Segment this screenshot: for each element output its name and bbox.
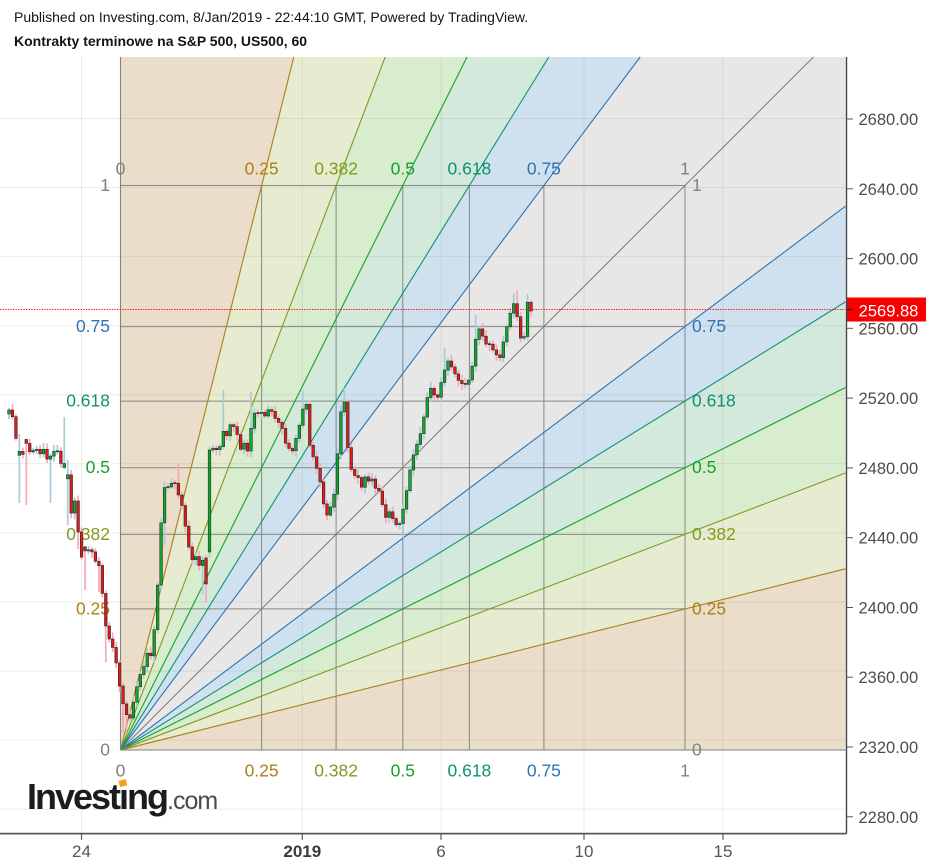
svg-text:1: 1 — [692, 175, 702, 195]
svg-text:0.75: 0.75 — [527, 159, 561, 179]
svg-text:Published on Investing.com, 8/: Published on Investing.com, 8/Jan/2019 -… — [14, 9, 528, 25]
svg-text:2600.00: 2600.00 — [859, 251, 919, 269]
svg-text:Kontrakty terminowe na S&P 500: Kontrakty terminowe na S&P 500, US500, 6… — [14, 33, 307, 49]
svg-text:0: 0 — [116, 159, 126, 179]
svg-text:0.382: 0.382 — [66, 524, 110, 544]
svg-text:2640.00: 2640.00 — [859, 181, 919, 199]
svg-text:1: 1 — [100, 175, 110, 195]
svg-text:2320.00: 2320.00 — [859, 739, 919, 757]
svg-text:0.618: 0.618 — [448, 761, 492, 781]
svg-text:0.618: 0.618 — [66, 391, 110, 411]
svg-text:6: 6 — [436, 842, 445, 861]
svg-text:0.5: 0.5 — [86, 457, 110, 477]
svg-text:0.25: 0.25 — [245, 159, 279, 179]
svg-text:2569.88: 2569.88 — [859, 303, 919, 321]
svg-text:0: 0 — [116, 761, 126, 781]
svg-text:2440.00: 2440.00 — [859, 530, 919, 548]
svg-text:0.25: 0.25 — [245, 761, 279, 781]
svg-text:15: 15 — [714, 842, 733, 861]
svg-text:0.5: 0.5 — [391, 761, 415, 781]
svg-text:0: 0 — [692, 740, 702, 760]
svg-text:0.75: 0.75 — [692, 316, 726, 336]
svg-text:0.5: 0.5 — [391, 159, 415, 179]
svg-text:0.618: 0.618 — [448, 159, 492, 179]
svg-text:2560.00: 2560.00 — [859, 320, 919, 338]
svg-text:0: 0 — [100, 740, 110, 760]
svg-text:0.618: 0.618 — [692, 391, 736, 411]
svg-text:.com: .com — [167, 787, 217, 815]
svg-text:Investıng: Investıng — [27, 776, 167, 817]
svg-text:0.382: 0.382 — [692, 524, 736, 544]
svg-text:0.75: 0.75 — [527, 761, 561, 781]
svg-text:1: 1 — [680, 159, 690, 179]
svg-text:2680.00: 2680.00 — [859, 111, 919, 129]
svg-text:2360.00: 2360.00 — [859, 669, 919, 687]
svg-text:0.382: 0.382 — [314, 159, 358, 179]
svg-text:10: 10 — [575, 842, 594, 861]
svg-text:0.5: 0.5 — [692, 457, 716, 477]
svg-text:0.75: 0.75 — [76, 316, 110, 336]
svg-text:24: 24 — [72, 842, 91, 861]
svg-text:0.382: 0.382 — [314, 761, 358, 781]
svg-text:0.25: 0.25 — [692, 598, 726, 618]
svg-text:0.25: 0.25 — [76, 598, 110, 618]
svg-text:1: 1 — [680, 761, 690, 781]
svg-text:2480.00: 2480.00 — [859, 460, 919, 478]
svg-text:2019: 2019 — [283, 842, 321, 861]
svg-text:2520.00: 2520.00 — [859, 390, 919, 408]
svg-text:2400.00: 2400.00 — [859, 600, 919, 618]
svg-text:2280.00: 2280.00 — [859, 809, 919, 827]
